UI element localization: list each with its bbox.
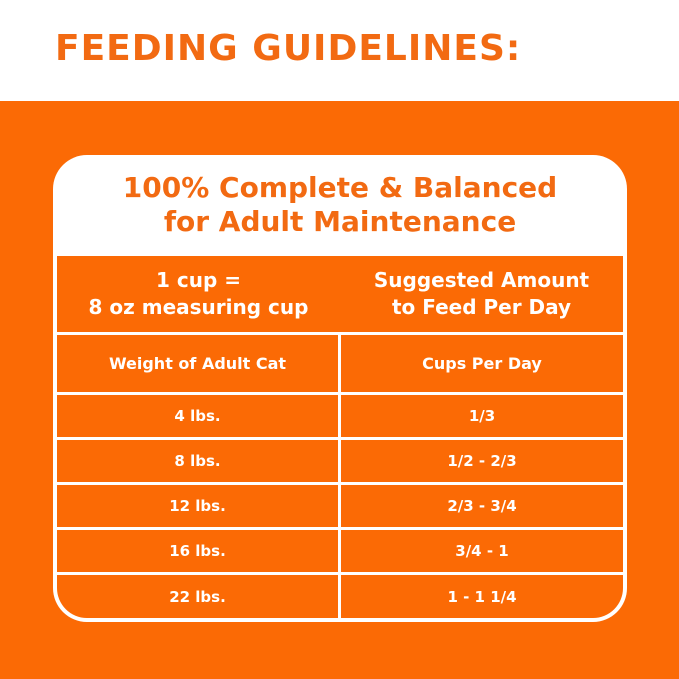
cups-cell: 1/2 - 2/3 [341, 440, 623, 482]
cup-note-line2: 8 oz measuring cup [88, 295, 309, 319]
feeding-table: 1 cup = 8 oz measuring cup Suggested Amo… [57, 256, 623, 618]
table-row: 12 lbs. 2/3 - 3/4 [57, 485, 623, 527]
card-heading-line1: 100% Complete & Balanced [122, 171, 558, 204]
table-header-row: 1 cup = 8 oz measuring cup Suggested Amo… [57, 256, 623, 332]
table-row: 8 lbs. 1/2 - 2/3 [57, 440, 623, 482]
suggested-line1: Suggested Amount [373, 268, 590, 292]
weight-cell: 8 lbs. [57, 440, 338, 482]
cups-cell: 1/3 [341, 395, 623, 437]
column-header-weight: Weight of Adult Cat [57, 335, 338, 392]
cup-measure-note: 1 cup = 8 oz measuring cup [57, 267, 340, 321]
table-row: 4 lbs. 1/3 [57, 395, 623, 437]
card-heading: 100% Complete & Balanced for Adult Maint… [53, 171, 627, 239]
weight-cell: 4 lbs. [57, 395, 338, 437]
feeding-card: 100% Complete & Balanced for Adult Maint… [53, 155, 627, 622]
weight-cell: 22 lbs. [57, 575, 338, 618]
column-header-cups: Cups Per Day [341, 335, 623, 392]
suggested-line2: to Feed Per Day [391, 295, 572, 319]
cup-note-line1: 1 cup = [155, 268, 241, 292]
table-row: 22 lbs. 1 - 1 1/4 [57, 575, 623, 618]
weight-cell: 12 lbs. [57, 485, 338, 527]
column-header-row: Weight of Adult Cat Cups Per Day [57, 335, 623, 392]
header-band [0, 0, 679, 101]
cups-cell: 1 - 1 1/4 [341, 575, 623, 618]
weight-cell: 16 lbs. [57, 530, 338, 572]
suggested-amount-note: Suggested Amount to Feed Per Day [340, 267, 623, 321]
table-header: 1 cup = 8 oz measuring cup Suggested Amo… [57, 256, 623, 332]
card-heading-line2: for Adult Maintenance [163, 205, 517, 238]
cups-cell: 2/3 - 3/4 [341, 485, 623, 527]
cups-cell: 3/4 - 1 [341, 530, 623, 572]
page-title: FEEDING GUIDELINES: [55, 28, 522, 69]
table-row: 16 lbs. 3/4 - 1 [57, 530, 623, 572]
